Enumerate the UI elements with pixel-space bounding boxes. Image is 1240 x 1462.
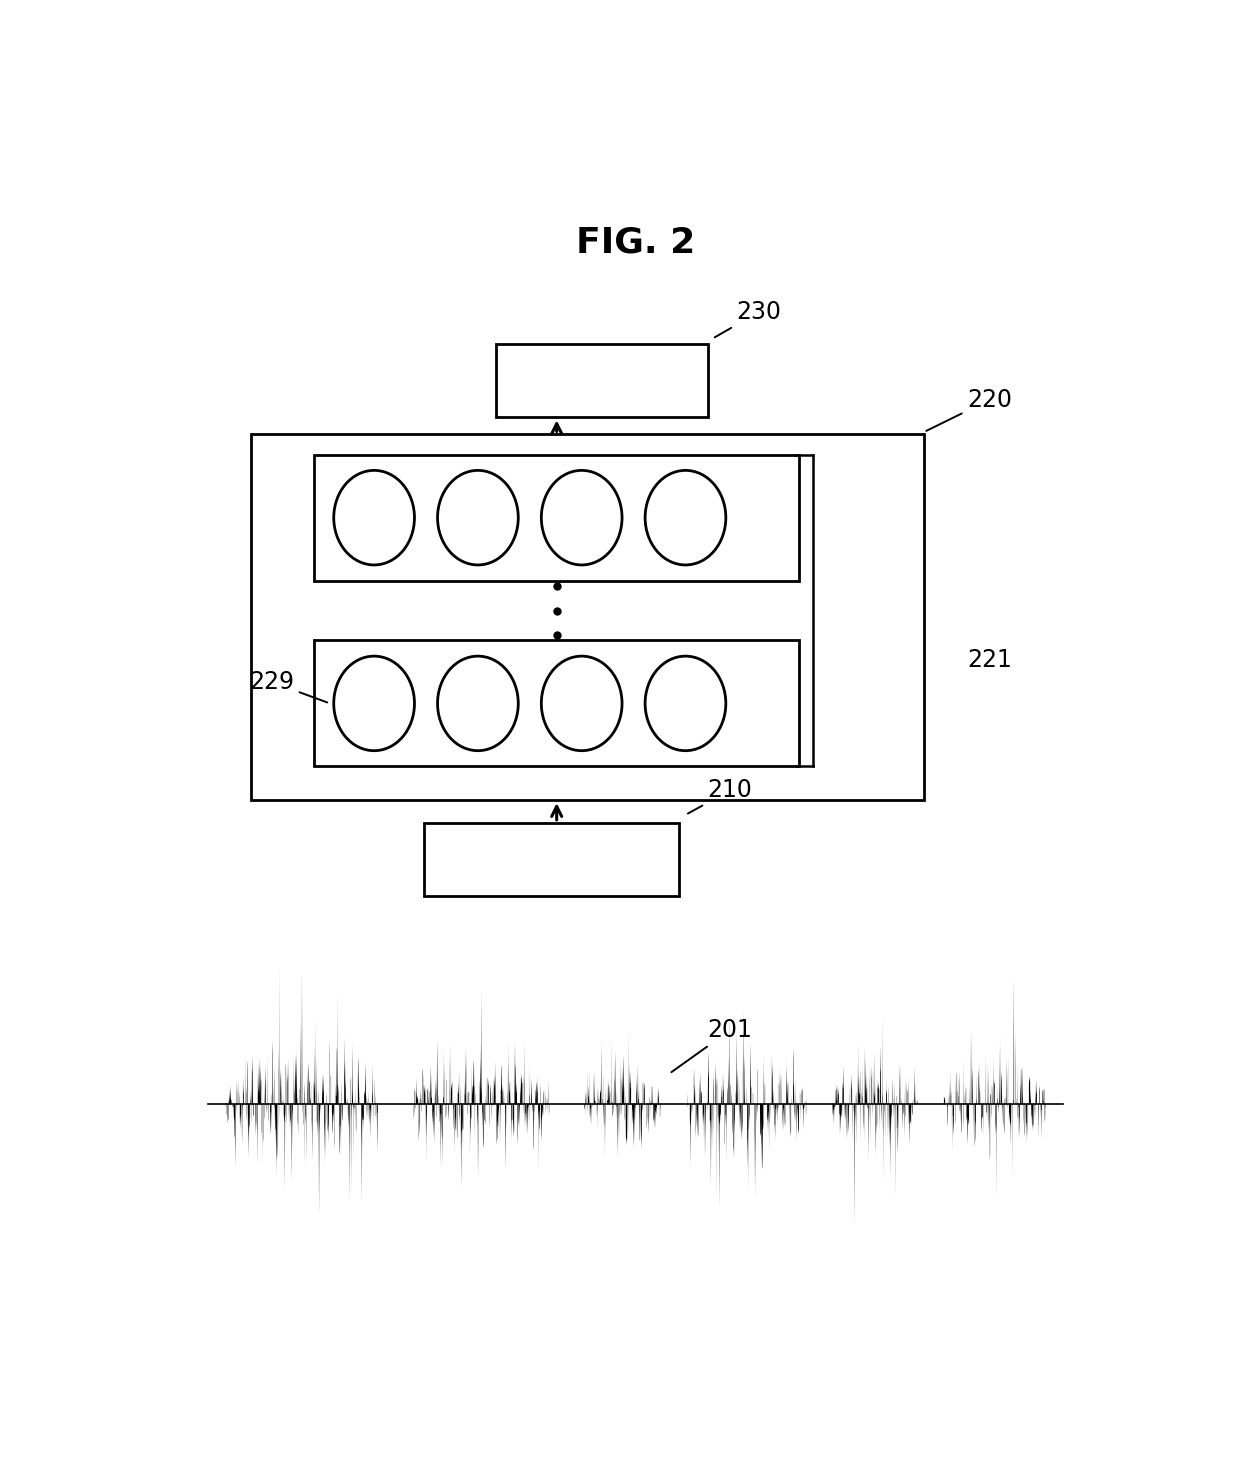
Text: 221: 221 bbox=[967, 648, 1012, 671]
Text: 229: 229 bbox=[249, 670, 327, 702]
Circle shape bbox=[334, 656, 414, 750]
Circle shape bbox=[542, 471, 622, 564]
Bar bbox=[250, 434, 924, 800]
Circle shape bbox=[645, 656, 725, 750]
Text: 201: 201 bbox=[671, 1018, 753, 1072]
Text: 210: 210 bbox=[688, 778, 753, 813]
Bar bbox=[496, 344, 708, 418]
Text: FIG. 2: FIG. 2 bbox=[575, 227, 696, 260]
Bar bbox=[314, 455, 799, 580]
Circle shape bbox=[542, 656, 622, 750]
Circle shape bbox=[645, 471, 725, 564]
Bar bbox=[424, 823, 678, 896]
Text: 220: 220 bbox=[926, 387, 1012, 431]
Circle shape bbox=[438, 471, 518, 564]
Text: 230: 230 bbox=[714, 300, 781, 338]
Circle shape bbox=[438, 656, 518, 750]
Bar bbox=[314, 640, 799, 766]
Circle shape bbox=[334, 471, 414, 564]
